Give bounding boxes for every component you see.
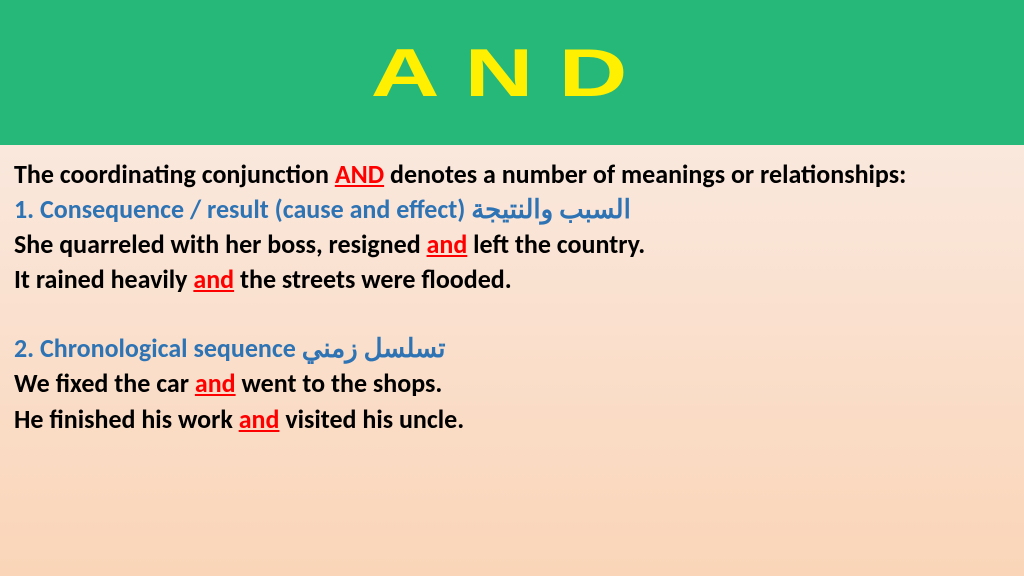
content-area: The coordinating conjunction AND denotes… xyxy=(0,145,1024,576)
example-2a: We fixed the car and went to the shops. xyxy=(14,366,1010,401)
section-2-en: 2. Chronological sequence xyxy=(14,332,302,364)
intro-line: The coordinating conjunction AND denotes… xyxy=(14,157,1010,192)
section-2-heading: 2. Chronological sequence تسلسل زمني xyxy=(14,331,1010,366)
ex2b-a: He finished his work xyxy=(14,403,239,435)
ex2a-a: We fixed the car xyxy=(14,367,195,399)
ex2b-b: visited his uncle. xyxy=(279,403,464,435)
header-title: AND xyxy=(371,34,653,112)
intro-and: AND xyxy=(335,158,384,190)
example-1a: She quarreled with her boss, resigned an… xyxy=(14,227,1010,262)
ex2a-and: and xyxy=(195,367,236,399)
example-1b: It rained heavily and the streets were f… xyxy=(14,262,1010,297)
ex2a-b: went to the shops. xyxy=(236,367,443,399)
ex1b-a: It rained heavily xyxy=(14,263,193,295)
ex2b-and: and xyxy=(239,403,280,435)
ex1a-and: and xyxy=(427,228,468,260)
section-1-heading: 1. Consequence / result (cause and effec… xyxy=(14,192,1010,227)
intro-text-a: The coordinating conjunction xyxy=(14,158,335,190)
header-banner: AND xyxy=(0,0,1024,145)
ex1b-and: and xyxy=(193,263,234,295)
example-2b: He finished his work and visited his unc… xyxy=(14,402,1010,437)
section-2-ar: تسلسل زمني xyxy=(302,332,446,364)
intro-text-b: denotes a number of meanings or relation… xyxy=(384,158,906,190)
section-1-ar: السبب والنتيجة xyxy=(471,193,631,225)
section-1-en: 1. Consequence / result (cause and effec… xyxy=(14,193,471,225)
ex1a-b: left the country. xyxy=(467,228,645,260)
ex1a-a: She quarreled with her boss, resigned xyxy=(14,228,427,260)
ex1b-b: the streets were flooded. xyxy=(234,263,512,295)
spacer xyxy=(14,297,1010,331)
